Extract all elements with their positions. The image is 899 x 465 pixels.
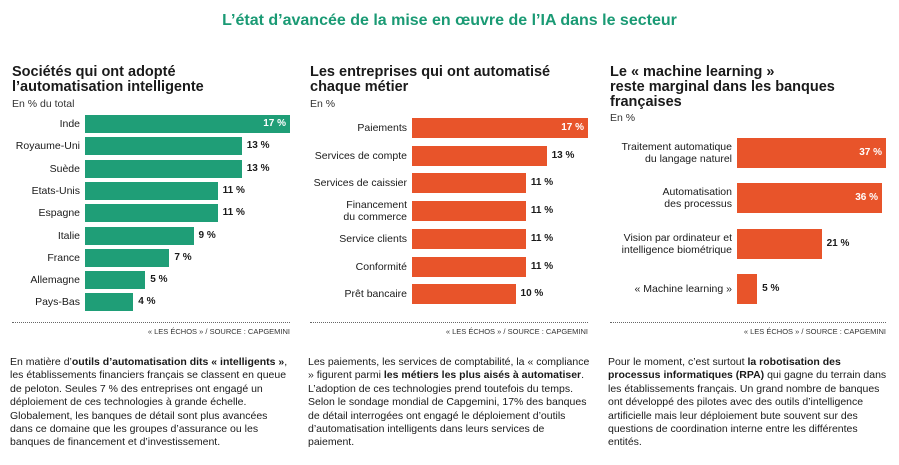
bar <box>412 256 526 277</box>
category-label: Espagne <box>38 207 80 220</box>
paragraph-text: . L’adoption de ces technologies prend t… <box>308 369 587 449</box>
bar <box>412 228 526 249</box>
value-label: 5 % <box>150 274 168 286</box>
bar <box>85 181 218 200</box>
bar <box>412 145 547 166</box>
bar <box>412 201 526 222</box>
category-label: Services de compte <box>314 149 407 162</box>
bar <box>85 293 134 312</box>
page-title: L’état d’avancée de la mise en œuvre de … <box>222 12 677 29</box>
value-label: 11 % <box>530 232 554 244</box>
value-label: 11 % <box>222 207 245 219</box>
chart-title: Les entreprises qui ont automatisé chaqu… <box>310 64 551 95</box>
category-label: Etats-Unis <box>31 184 80 197</box>
category-label: Vision par ordinateur et intelligence bi… <box>621 231 732 256</box>
bar <box>737 183 882 214</box>
paragraph: Pour le moment, c’est surtout la robotis… <box>608 356 888 450</box>
divider <box>310 322 588 323</box>
value-label: 4 % <box>138 296 156 308</box>
value-label: 11 % <box>530 260 554 272</box>
bar <box>737 273 758 304</box>
category-label: Services de caissier <box>313 177 407 190</box>
paragraph-text: les métiers les plus aisés à automatiser <box>383 369 582 382</box>
category-label: Prêt bancaire <box>344 288 407 301</box>
category-label: Inde <box>59 118 80 130</box>
bar <box>412 118 588 138</box>
chart-subtitle: En % <box>610 112 636 124</box>
bar <box>85 226 194 245</box>
value-label: 13 % <box>246 140 270 152</box>
paragraph: Les paiements, les services de comptabil… <box>308 356 590 450</box>
bar <box>85 204 218 223</box>
source: « LES ÉCHOS » / SOURCE : CAPGEMINI <box>743 327 886 336</box>
category-label: Automatisation des processus <box>662 186 732 211</box>
bar <box>85 137 242 156</box>
value-label: 9 % <box>198 229 216 241</box>
divider <box>610 322 886 323</box>
bar <box>85 115 290 133</box>
bar <box>412 284 516 305</box>
chart-title: Le « machine learning » reste marginal d… <box>610 64 835 110</box>
value-label: 11 % <box>530 177 554 189</box>
source: « LES ÉCHOS » / SOURCE : CAPGEMINI <box>147 327 290 336</box>
chart-title: Sociétés qui ont adopté l’automatisation… <box>12 64 204 95</box>
category-label: Traitement automatique du langage nature… <box>621 141 732 165</box>
value-label: 11 % <box>530 205 554 217</box>
category-label: « Machine learning » <box>634 282 732 295</box>
paragraph-text: outils d’automatisation dits « intellige… <box>71 356 285 368</box>
category-label: Paiements <box>357 122 407 134</box>
category-label: Allemagne <box>30 274 80 287</box>
category-label: Service clients <box>339 232 407 245</box>
paragraph-text: qui gagne du terrain dans les établissem… <box>608 369 887 449</box>
bar <box>412 173 526 194</box>
value-label: 17 % <box>263 118 286 129</box>
bar <box>737 138 886 168</box>
value-label: 10 % <box>520 288 544 300</box>
category-label: Italie <box>57 229 80 242</box>
category-label: Conformité <box>355 260 407 273</box>
value-label: 36 % <box>855 192 878 204</box>
bar <box>737 228 822 259</box>
source: « LES ÉCHOS » / SOURCE : CAPGEMINI <box>445 327 588 336</box>
bar <box>85 271 146 290</box>
category-label: Pays-Bas <box>35 296 80 309</box>
value-label: 17 % <box>561 122 584 133</box>
value-label: 5 % <box>762 282 780 294</box>
chart-subtitle: En % du total <box>12 98 75 110</box>
value-label: 11 % <box>222 184 245 196</box>
value-label: 7 % <box>174 251 192 263</box>
category-label: Financement du commerce <box>343 199 407 224</box>
value-label: 13 % <box>551 149 575 161</box>
paragraph-text: Pour le moment, c’est surtout <box>608 356 748 368</box>
chart-subtitle: En % <box>310 98 336 110</box>
paragraph: En matière d’outils d’automatisation dit… <box>10 356 292 450</box>
bar <box>85 248 170 267</box>
value-label: 13 % <box>246 162 270 174</box>
category-label: Royaume-Uni <box>15 140 80 153</box>
value-label: 21 % <box>826 237 850 249</box>
divider <box>12 322 290 323</box>
category-label: France <box>47 251 80 264</box>
value-label: 37 % <box>859 147 882 158</box>
category-label: Suède <box>49 162 80 175</box>
paragraph-text: , les établissements financiers français… <box>10 356 288 449</box>
paragraph-text: la robotisation des processus informatiq… <box>608 356 841 382</box>
paragraph-text: Les paiements, les services de comptabil… <box>308 356 590 382</box>
paragraph-text: En matière d’ <box>10 356 72 368</box>
bar <box>85 159 242 178</box>
